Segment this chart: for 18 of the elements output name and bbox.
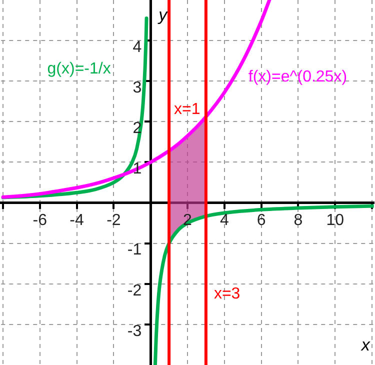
x-tick-label: 8 (294, 212, 303, 229)
y-tick-label: -2 (127, 282, 142, 300)
x-tick-label: 6 (256, 212, 266, 229)
series-label: f(x)=e^(0.25x) (248, 68, 348, 86)
x-tick-label: -2 (106, 212, 121, 229)
y-tick-label: -3 (127, 322, 142, 340)
y-axis-title: y (158, 6, 169, 25)
ref-line-label: x=1 (174, 100, 200, 118)
text: g(x)=-1/x (47, 60, 111, 78)
x-tick-label: 4 (220, 212, 229, 229)
x-tick-label: 10 (326, 212, 344, 229)
y-tick-label: -1 (127, 242, 142, 259)
y-tick-label: 4 (132, 38, 142, 56)
x-axis-title: x (360, 336, 370, 355)
x-tick-label: -6 (32, 212, 48, 229)
y-tick-label: 3 (132, 80, 142, 97)
ref-line-label: x=3 (214, 285, 240, 302)
x-tick-label: -4 (70, 212, 84, 229)
